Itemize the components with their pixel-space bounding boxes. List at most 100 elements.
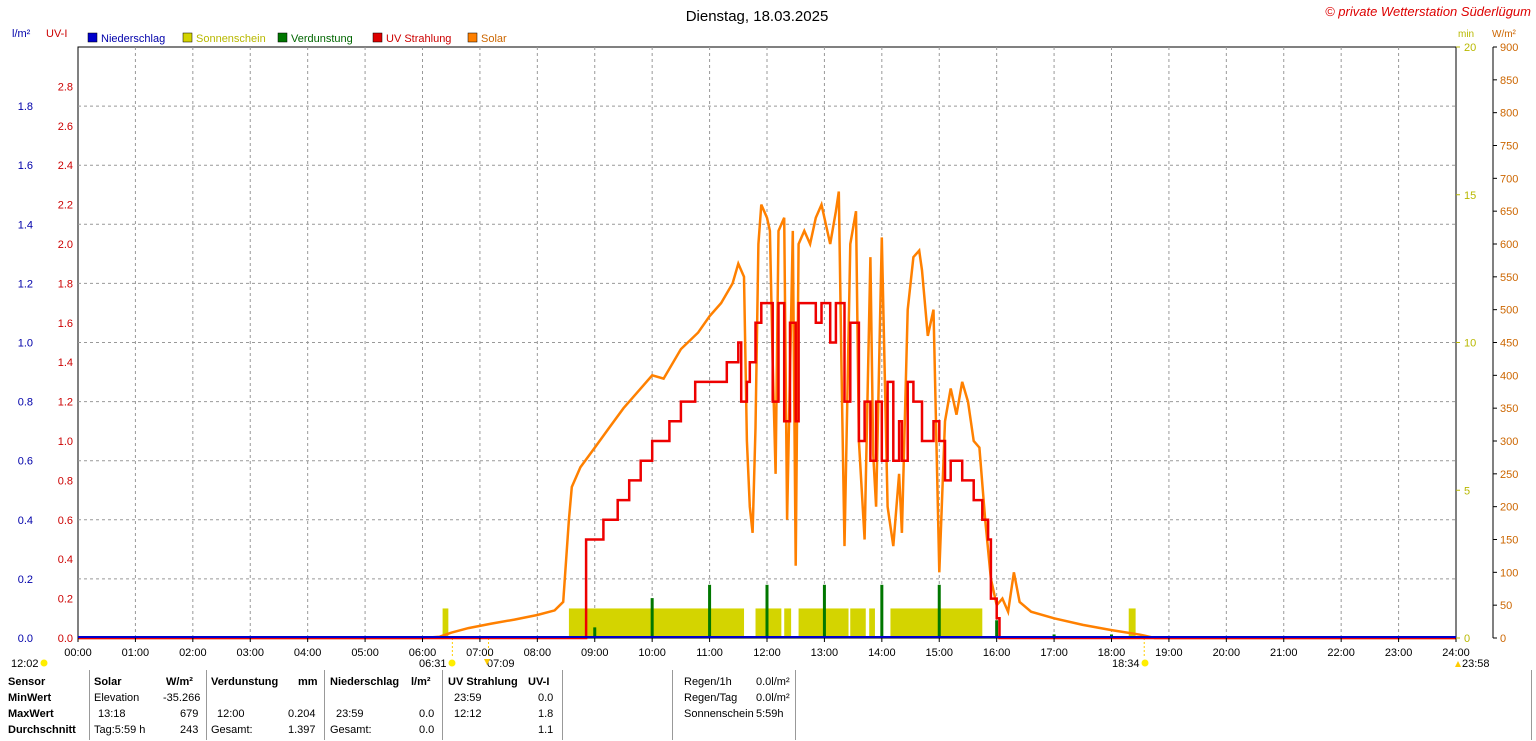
- th-niederschlag: Niederschlag: [330, 676, 400, 688]
- solar-min-time: Elevation: [94, 692, 140, 704]
- x-tick-label: 11:00: [696, 647, 723, 659]
- y-tick-solar: 700: [1500, 173, 1518, 185]
- sonnenschein-value: 5:59h: [756, 708, 784, 720]
- verdunstung-spike: [880, 584, 884, 638]
- sonnenschein-label: Sonnenschein: [684, 708, 754, 720]
- x-tick-label: 19:00: [1155, 647, 1183, 659]
- evap-max-value: 0.204: [288, 708, 316, 720]
- evap-max-time: 12:00: [217, 708, 245, 720]
- left-axis-unit-uv: UV-I: [46, 28, 67, 40]
- y-tick-niederschlag: 0.0: [18, 633, 33, 645]
- legend-label: Solar: [481, 33, 507, 45]
- y-tick-niederschlag: 0.6: [18, 456, 33, 468]
- x-tick-label: 16:00: [983, 647, 1011, 659]
- y-tick-uv: 2.8: [58, 81, 73, 93]
- y-tick-solar: 600: [1500, 239, 1518, 251]
- th-uv: UV Strahlung: [448, 676, 518, 688]
- legend-label: Sonnenschein: [196, 33, 266, 45]
- marker-sunrise: 06:31: [419, 658, 447, 670]
- y-tick-uv: 0.4: [58, 554, 73, 566]
- solar-series-line: [78, 191, 1456, 640]
- y-tick-uv: 0.8: [58, 475, 73, 487]
- th-verdunstung: Verdunstung: [211, 676, 279, 688]
- y-tick-solar: 100: [1500, 567, 1518, 579]
- y-tick-uv: 0.0: [58, 633, 73, 645]
- sonnenschein-bar: [1128, 608, 1136, 638]
- grid: [78, 47, 1456, 656]
- legend-label: UV Strahlung: [386, 33, 451, 45]
- x-tick-label: 08:00: [524, 647, 552, 659]
- y-tick-uv: 0.2: [58, 594, 73, 606]
- uv-series-line: [78, 301, 1456, 640]
- uv-max-time: 12:12: [454, 708, 482, 720]
- solar-max-value: 679: [180, 708, 199, 720]
- x-tick-label: 17:00: [1040, 647, 1068, 659]
- regen-tag-label: Regen/Tag: [684, 692, 738, 704]
- y-tick-solar: 750: [1500, 141, 1518, 153]
- y-tick-solar: 500: [1500, 305, 1518, 317]
- x-tick-label: 24:00: [1442, 647, 1470, 659]
- row-label-max: MaxWert: [8, 708, 54, 720]
- x-tick-label: 00:00: [64, 647, 92, 659]
- x-tick-label: 14:00: [868, 647, 896, 659]
- y-tick-solar: 400: [1500, 370, 1518, 382]
- marker-right-time: 23:58: [1462, 658, 1490, 670]
- solar-max-time: 13:18: [98, 708, 126, 720]
- x-tick-label: 20:00: [1213, 647, 1241, 659]
- x-tick-label: 18:00: [1098, 647, 1126, 659]
- x-axis-ticks: 00:00 01:00 02:00 03:00 04:00 05:00 06:00 07:00…: [64, 638, 1470, 659]
- sonnenschein-bar: [850, 608, 866, 638]
- legend-label: Verdunstung: [291, 33, 353, 45]
- legend-swatch: [182, 32, 193, 43]
- legend-swatch: [277, 32, 288, 43]
- verdunstung-spike: [822, 584, 826, 638]
- y-tick-niederschlag: 0.4: [18, 515, 33, 527]
- sonnenschein-bar: [568, 608, 745, 638]
- marker-dawn: 07:09: [487, 658, 515, 670]
- verdunstung-spike: [593, 627, 597, 638]
- y-tick-uv: 2.0: [58, 239, 73, 251]
- x-tick-label: 05:00: [351, 647, 379, 659]
- copyright-text: © private Wetterstation Süderlügum: [1325, 4, 1531, 19]
- dawn-arrow-icon: [484, 659, 490, 665]
- solar-avg-label: Tag:5:59 h: [94, 724, 146, 736]
- solar-min-value: -35.266: [163, 692, 201, 704]
- rain-total-label: Gesamt:: [330, 724, 372, 736]
- y-tick-solar: 800: [1500, 108, 1518, 120]
- x-tick-label: 03:00: [236, 647, 264, 659]
- y-tick-niederschlag: 1.6: [18, 160, 33, 172]
- y-tick-niederschlag: 0.8: [18, 397, 33, 409]
- sunrise-icon: [448, 659, 456, 667]
- th-sensor: Sensor: [8, 676, 46, 688]
- th-uv-unit: UV-I: [528, 676, 550, 688]
- y-tick-solar: 900: [1500, 42, 1518, 54]
- y-tick-solar: 50: [1500, 600, 1512, 612]
- y-tick-solar: 850: [1500, 75, 1518, 87]
- th-solar: Solar: [94, 676, 122, 688]
- stats-table: Sensor MinWert MaxWert Durchschnitt Sola…: [8, 670, 1536, 741]
- verdunstung-spike: [995, 620, 999, 638]
- verdunstung-spike: [650, 598, 654, 638]
- y-tick-min: 15: [1464, 190, 1476, 202]
- x-tick-label: 07:00: [466, 647, 494, 659]
- regen-1h-label: Regen/1h: [684, 676, 732, 688]
- uv-min-time: 23:59: [454, 692, 482, 704]
- sonnenschein-bar: [784, 608, 792, 638]
- y-tick-uv: 1.0: [58, 436, 73, 448]
- evap-total-value: 1.397: [288, 724, 316, 736]
- y-tick-solar: 650: [1500, 206, 1518, 218]
- y-tick-niederschlag: 1.4: [18, 219, 33, 231]
- y-tick-uv: 1.4: [58, 357, 73, 369]
- chart-title: Dienstag, 18.03.2025: [686, 8, 829, 25]
- sonnenschein-bar: [442, 608, 449, 638]
- y-tick-solar: 250: [1500, 469, 1518, 481]
- rain-max-value: 0.0: [419, 708, 435, 720]
- y-tick-min: 0: [1464, 633, 1470, 645]
- y-tick-uv: 2.4: [58, 160, 73, 172]
- x-tick-label: 10:00: [638, 647, 666, 659]
- x-tick-label: 23:00: [1385, 647, 1413, 659]
- x-tick-label: 15:00: [925, 647, 953, 659]
- y-tick-niederschlag: 1.8: [18, 101, 33, 113]
- y-tick-uv: 1.8: [58, 278, 73, 290]
- y-tick-niederschlag: 0.2: [18, 574, 33, 586]
